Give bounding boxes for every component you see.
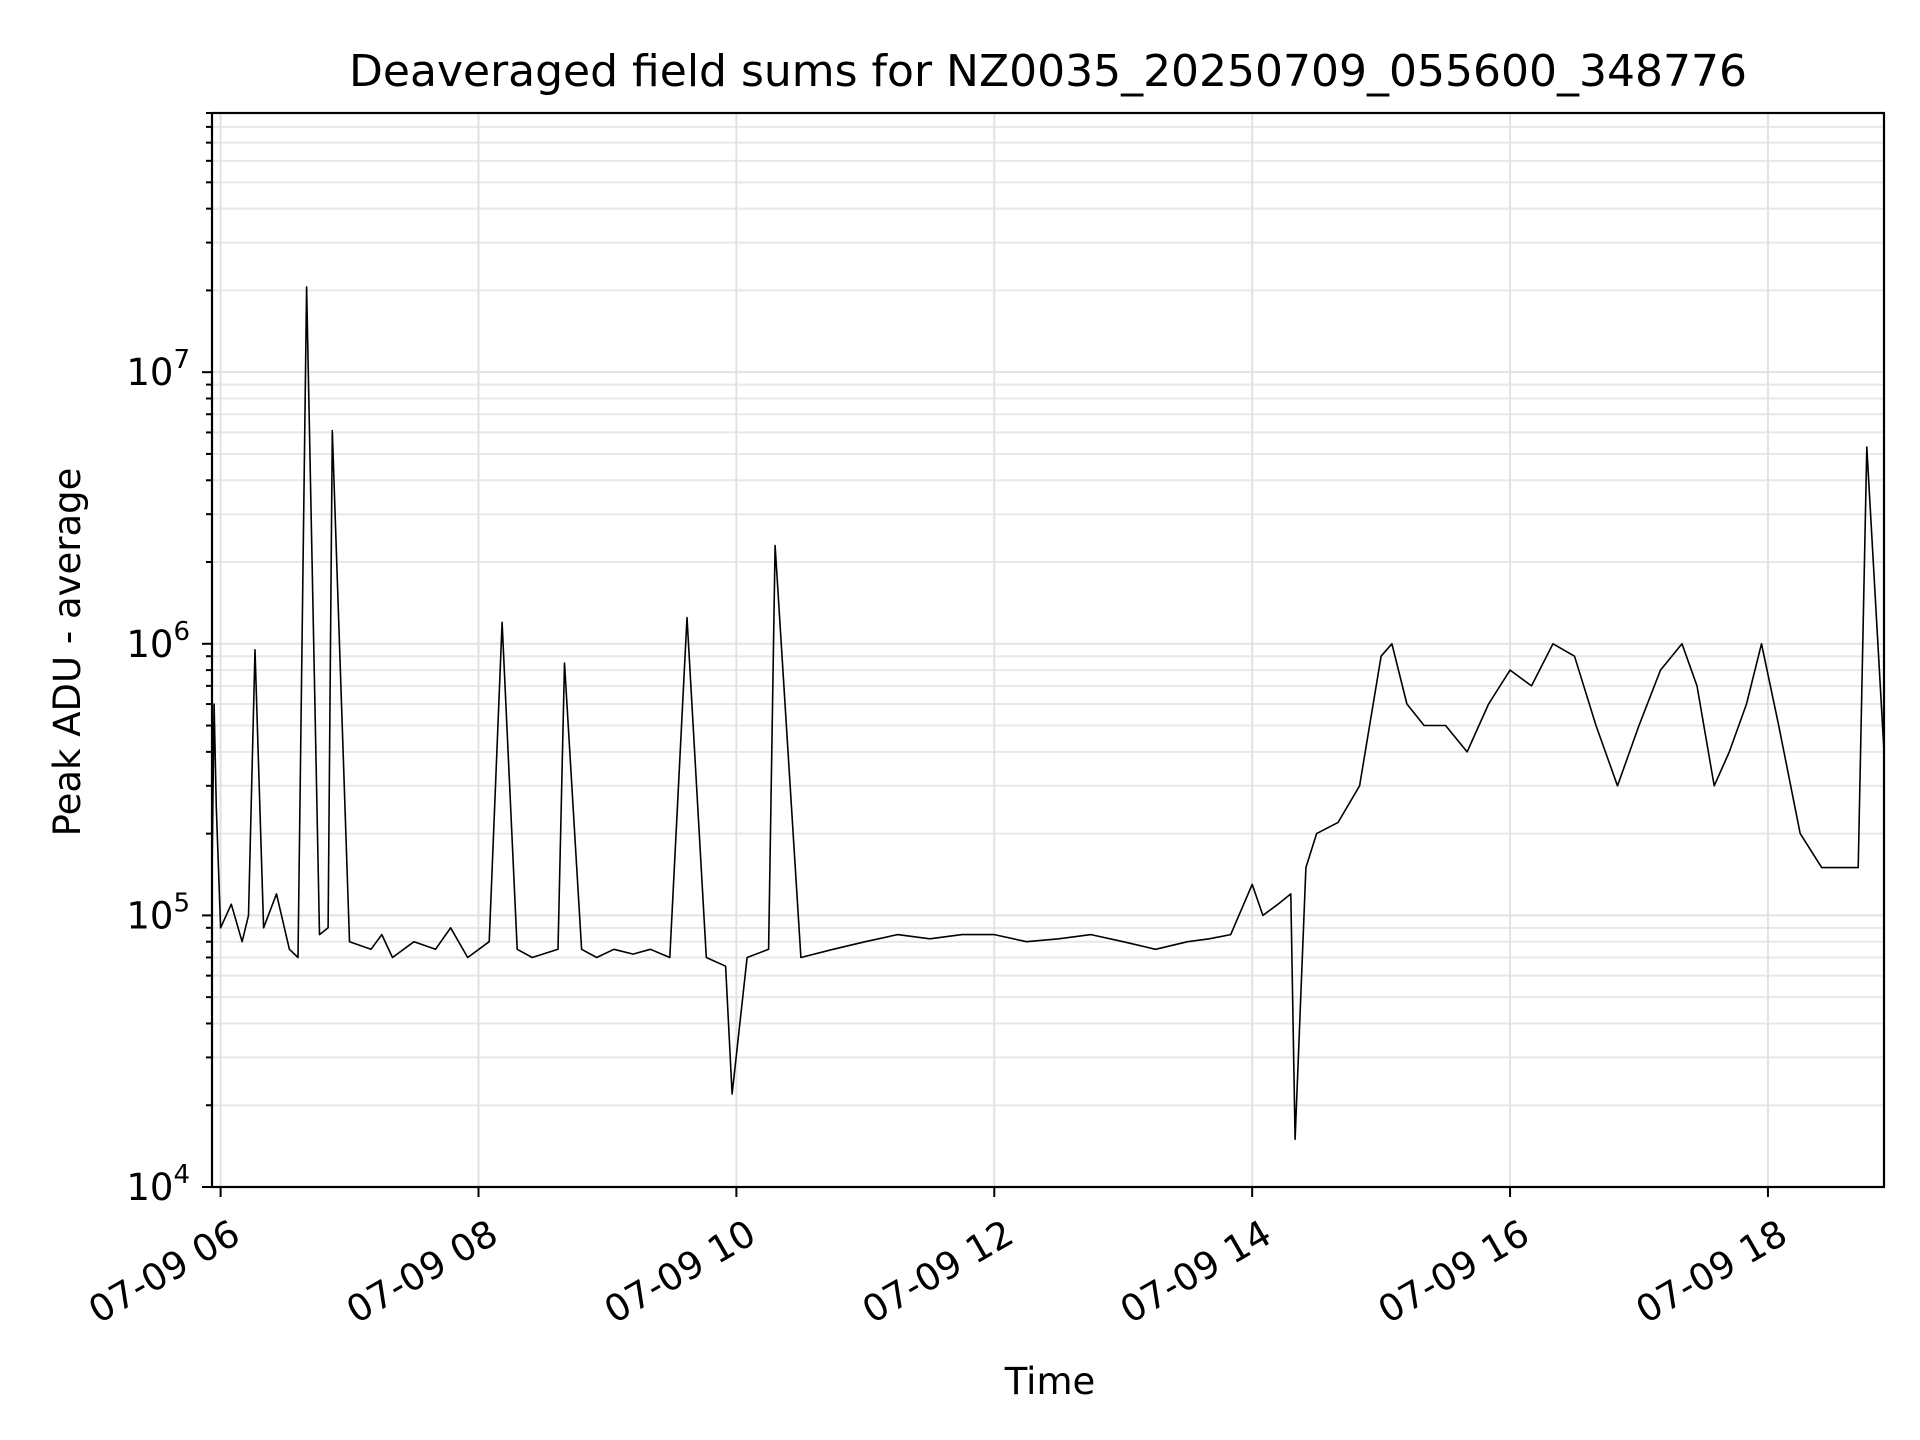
x-tick-label: 07-09 18 <box>1629 1212 1795 1332</box>
y-tick-label: 106 <box>126 617 190 666</box>
axis-ticks: 07-09 06 07-09 08 07-09 10 07-09 12 07-09 14… <box>81 112 1795 1332</box>
x-tick-label: 07-09 08 <box>339 1212 505 1332</box>
x-tick-label: 07-09 06 <box>81 1212 247 1332</box>
plot-frame <box>210 111 1886 1189</box>
x-tick-label: 07-09 14 <box>1113 1212 1279 1332</box>
y-axis-label: Peak ADU - average <box>46 468 89 837</box>
x-tick-label: 07-09 10 <box>597 1212 763 1332</box>
y-tick-label: 105 <box>126 888 190 937</box>
y-tick-label: 104 <box>126 1160 190 1209</box>
x-axis-label: Time <box>1004 1360 1096 1403</box>
grid-lines <box>212 112 1884 1188</box>
series-line-layer <box>211 286 1885 1140</box>
x-tick-label: 07-09 16 <box>1371 1212 1537 1332</box>
chart-title: Deaveraged field sums for NZ0035_2025070… <box>349 46 1747 97</box>
y-tick-label: 107 <box>126 345 190 394</box>
x-tick-label: 07-09 12 <box>855 1212 1021 1332</box>
series-line <box>211 286 1885 1140</box>
